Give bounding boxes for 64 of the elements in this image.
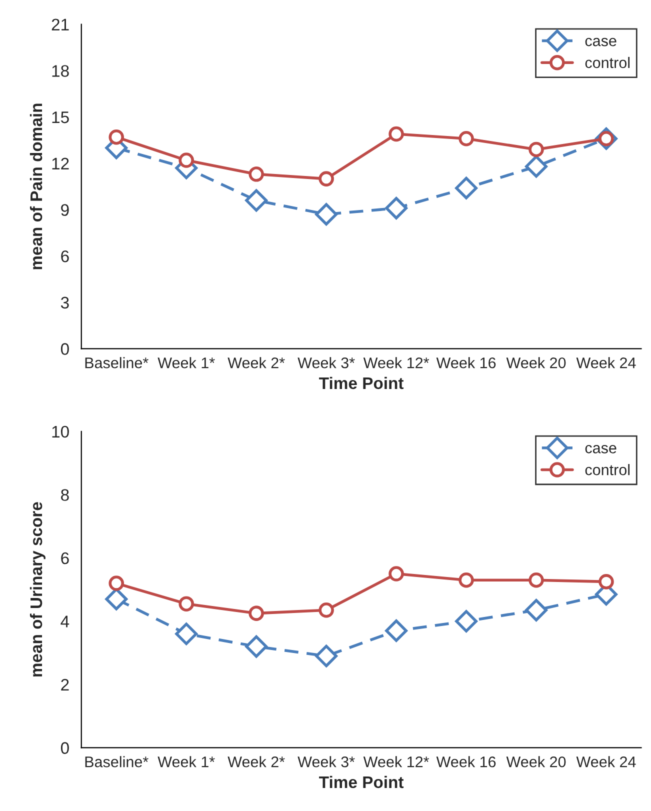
point bbox=[455, 610, 478, 632]
y-tick-label: 21 bbox=[52, 18, 69, 30]
point bbox=[315, 203, 338, 226]
x-tick-label: Week 1* bbox=[158, 357, 215, 368]
point bbox=[245, 635, 268, 658]
x-tick-label: Week 24 bbox=[576, 357, 636, 368]
point bbox=[458, 572, 474, 588]
point bbox=[385, 196, 408, 220]
y-tick-label: 18 bbox=[52, 65, 69, 77]
y-tick-label: 0 bbox=[60, 742, 69, 754]
point bbox=[455, 176, 478, 200]
y-tick-label: 2 bbox=[61, 678, 69, 691]
x-tick-label: Week 16 bbox=[436, 357, 496, 368]
point bbox=[248, 166, 264, 182]
point bbox=[528, 142, 544, 158]
y-tick-label: 9 bbox=[61, 204, 69, 216]
point bbox=[525, 598, 548, 622]
x-tick-label: Week 16 bbox=[436, 756, 496, 768]
y-tick-label: 12 bbox=[52, 158, 69, 170]
legend-label: case bbox=[585, 38, 616, 46]
x-tick-label: Week 12* bbox=[363, 756, 430, 768]
point bbox=[178, 152, 194, 168]
point bbox=[178, 596, 194, 612]
x-tick-label: Week 20 bbox=[506, 357, 566, 368]
point bbox=[318, 602, 334, 618]
x-tick-label: Week 2* bbox=[228, 357, 285, 368]
x-tick-label: Week 3* bbox=[298, 357, 355, 368]
point bbox=[108, 576, 124, 591]
y-tick-label: 0 bbox=[60, 343, 69, 355]
y-axis-title: mean of Pain domain bbox=[30, 104, 42, 270]
y-tick-label: 6 bbox=[61, 552, 69, 564]
point bbox=[525, 155, 548, 178]
x-tick-label: Baseline* bbox=[85, 756, 148, 768]
y-axis-title: mean of Urinary score bbox=[30, 502, 46, 676]
x-axis-title: Time Point bbox=[319, 776, 404, 788]
x-tick-label: Week 24 bbox=[576, 756, 636, 768]
point bbox=[175, 622, 198, 646]
legend-label: control bbox=[585, 464, 630, 476]
x-tick-label: Week 2* bbox=[228, 756, 285, 768]
point bbox=[315, 644, 338, 668]
y-tick-label: 15 bbox=[52, 112, 69, 124]
x-tick-label: Week 1* bbox=[158, 756, 215, 768]
point bbox=[385, 620, 408, 642]
y-tick-label: 10 bbox=[52, 426, 69, 438]
point bbox=[245, 189, 268, 212]
point bbox=[528, 572, 544, 588]
legend-label: case bbox=[585, 444, 616, 454]
x-tick-label: Baseline* bbox=[85, 357, 148, 368]
point bbox=[388, 126, 404, 142]
y-tick-label: 6 bbox=[61, 250, 69, 262]
x-tick-label: Week 3* bbox=[298, 756, 355, 768]
x-tick-label: Week 12* bbox=[363, 357, 430, 368]
y-tick-label: 8 bbox=[61, 489, 69, 501]
point bbox=[248, 606, 264, 621]
x-axis-title: Time Point bbox=[319, 376, 404, 390]
point bbox=[458, 131, 474, 146]
point bbox=[108, 129, 124, 145]
point bbox=[388, 566, 404, 582]
y-tick-label: 4 bbox=[60, 616, 70, 628]
y-tick-label: 3 bbox=[60, 296, 69, 309]
point bbox=[598, 574, 614, 590]
legend-label: control bbox=[585, 56, 630, 68]
x-tick-label: Week 20 bbox=[506, 756, 566, 768]
point bbox=[318, 171, 334, 186]
